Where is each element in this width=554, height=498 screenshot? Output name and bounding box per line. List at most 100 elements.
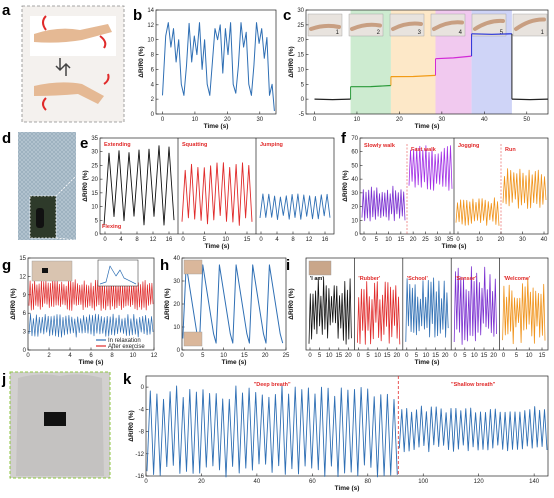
chart-k-xtick-label: 20 (198, 479, 205, 485)
chart-i-xtick-label: 15 (384, 353, 391, 359)
chart-f-ytick-label: 50 (351, 163, 358, 169)
chart-g-xtick-label: 0 (26, 353, 30, 359)
chart-g-ytick-label: 9 (23, 293, 27, 299)
chart-c-step-label: 1 (336, 30, 340, 36)
chart-i-label-2: 'School' (407, 276, 429, 282)
chart-i-xtick-label: 10 (326, 353, 333, 359)
chart-e-ytick-label: 20 (91, 177, 98, 183)
chart-g-xtick-label: 10 (130, 353, 137, 359)
chart-g-xtick-label: 6 (89, 353, 93, 359)
chart-c-ytick-label: -5 (299, 112, 305, 118)
chart-c-ytick-label: 10 (297, 67, 304, 73)
chart-e-line-1 (181, 162, 253, 226)
chart-f-label-3: Run (505, 147, 516, 153)
chart-h-line (182, 264, 284, 344)
panel-label-j: j (1, 371, 6, 388)
chart-i-xlabel: Time (s) (415, 359, 440, 366)
chart-e-xtick-label: 12 (150, 237, 157, 243)
chart-e-label-2: Jumping (260, 142, 283, 148)
chart-h-photo-bottom (183, 331, 203, 347)
chart-g-legend-label: In relaxation (108, 338, 141, 344)
chart-c-arm (432, 20, 464, 31)
chart-k-ytick-label: 0 (141, 385, 145, 391)
chart-h-xtick-label: 0 (180, 353, 184, 359)
chart-h-xtick-label: 20 (262, 353, 269, 359)
chart-i-xtick-label: 20 (442, 353, 449, 359)
chart-i-xtick-label: 15 (432, 353, 439, 359)
chart-i-line-1 (357, 281, 401, 345)
chart-i-xtick-label: 5 (515, 353, 519, 359)
chart-c-ytick-label: 5 (301, 82, 305, 88)
chart-e-ytick-label: 5 (95, 218, 99, 224)
chart-k-ylabel: ΔR/R0 (%) (128, 410, 135, 441)
chart-c-ytick-label: 25 (297, 23, 304, 29)
chart-c-xtick-label: 50 (523, 117, 530, 123)
chart-b-xtick-label: 10 (192, 117, 199, 123)
chart-e-xtick-label: 12 (306, 237, 313, 243)
chart-c-ytick-label: 30 (297, 8, 304, 14)
chart-c-arm (473, 18, 505, 31)
chart-e-xtick-label: 4 (275, 237, 279, 243)
chart-e-xtick-label: 15 (244, 237, 251, 243)
chart-e-xtick-label: 16 (322, 237, 329, 243)
chart-e-ytick-label: 0 (95, 232, 99, 238)
chart-f-ytick-label: 60 (351, 150, 358, 156)
chart-i-xtick-label: 5 (415, 353, 419, 359)
chart-g-xtick-label: 4 (68, 353, 72, 359)
chart-c-xtick-label: 20 (396, 117, 403, 123)
panel-d-photo (18, 132, 77, 241)
chart-g-line-1 (28, 278, 154, 311)
panel-label-f: f (341, 130, 347, 147)
chart-i-label-4: 'Welcome' (504, 276, 531, 282)
chart-c-xlabel: Time (s) (415, 123, 440, 130)
chart-i-xtick-label: 5 (463, 353, 467, 359)
chart-h-xtick-label: 25 (283, 353, 290, 359)
chart-e-ytick-label: 30 (91, 150, 98, 156)
chart-c-step-label: 4 (459, 30, 463, 36)
chart-k-xtick-label: 40 (254, 479, 261, 485)
chart-h-ytick-label: 20 (173, 302, 180, 308)
chart-c-arm (350, 22, 382, 31)
chart-f-line-1 (408, 145, 453, 191)
chart-e-xtick-label: 0 (181, 237, 185, 243)
chart-i-line-4 (502, 277, 546, 345)
chart-b-ytick-label: 4 (151, 82, 155, 88)
chart-g-legend-label: After exercise (108, 344, 145, 350)
panel-a-photo (21, 5, 125, 123)
chart-i-label-3: 'Sensor' (455, 276, 477, 282)
chart-k-label-0: "Deep breath" (254, 382, 291, 388)
chart-k-xtick-label: 100 (418, 479, 429, 485)
chart-e-label-1: Squatting (182, 142, 207, 148)
chart-i-xtick-label: 15 (481, 353, 488, 359)
chart-g-ytick-label: 12 (19, 274, 26, 280)
chart-k-xtick-label: 0 (144, 479, 148, 485)
chart-f-line-0 (361, 185, 406, 222)
panel-label-e: e (80, 135, 88, 152)
chart-f-ytick-label: 40 (351, 177, 358, 183)
chart-g-xtick-label: 12 (151, 353, 158, 359)
chart-g-ytick-label: 15 (19, 256, 26, 262)
chart-i-xtick-label: 0 (405, 353, 409, 359)
chart-f-xtick-label: 20 (498, 237, 505, 243)
chart-h-photo-top (183, 259, 203, 275)
chart-e-xtick-label: 8 (135, 237, 139, 243)
chart-f-ytick-label: 70 (351, 136, 358, 142)
chart-i-xtick-label: 0 (357, 353, 361, 359)
chart-e-xtick-label: 4 (119, 237, 123, 243)
chart-h-ytick-label: 10 (173, 325, 180, 331)
chart-b-xtick-label: 20 (224, 117, 231, 123)
chart-h-ytick-label: 30 (173, 279, 180, 285)
chart-g-xlabel: Time (s) (79, 359, 104, 366)
chart-b-ytick-label: 6 (151, 67, 155, 73)
chart-h-ylabel: ΔR/R0 (%) (164, 288, 171, 319)
chart-g-ytick-label: 0 (23, 348, 27, 354)
chart-i-frame (305, 257, 549, 351)
chart-b-ytick-label: 12 (147, 23, 154, 29)
chart-c-segment (471, 33, 512, 35)
chart-i-xtick-label: 15 (539, 353, 546, 359)
chart-f-xtick-label: 25 (422, 237, 429, 243)
chart-f-label-1: Fast walk (411, 147, 437, 153)
chart-h-xtick-label: 5 (201, 353, 205, 359)
chart-k-xtick-label: 120 (474, 479, 485, 485)
chart-c-segment (435, 55, 472, 60)
